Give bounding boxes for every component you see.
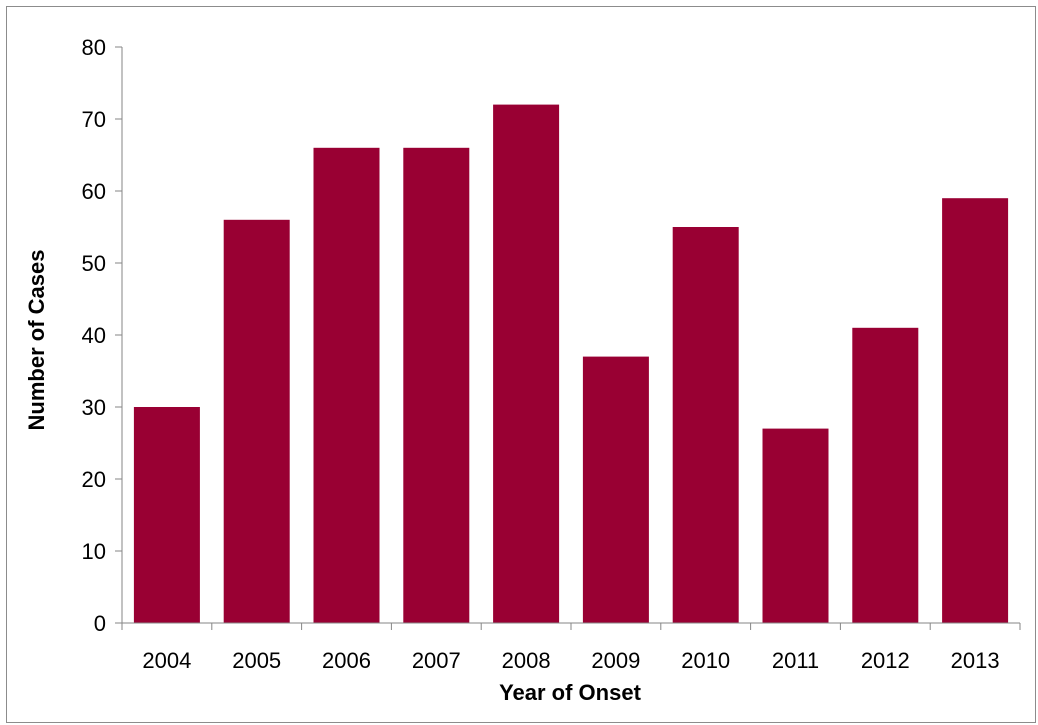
- axes-group: [115, 46, 1021, 630]
- y-tick-label-50: 50: [82, 251, 106, 276]
- x-tick-label-2008: 2008: [502, 648, 551, 673]
- x-tick-label-2010: 2010: [681, 648, 730, 673]
- y-tick-label-60: 60: [82, 179, 106, 204]
- bar-2005: [223, 219, 290, 624]
- x-tick-label-2004: 2004: [142, 648, 191, 673]
- y-tick-label-30: 30: [82, 395, 106, 420]
- x-tick-label-2006: 2006: [322, 648, 371, 673]
- bar-2004: [133, 407, 200, 623]
- bars-group: [133, 104, 1009, 624]
- bar-2013: [942, 198, 1009, 623]
- bar-2007: [403, 147, 470, 624]
- x-tick-label-2012: 2012: [861, 648, 910, 673]
- x-tick-labels: 2004 2005 2006 2007 2008 2009 2010 2011 2012 2013: [142, 648, 999, 673]
- y-tick-label-10: 10: [82, 539, 106, 564]
- x-tick-label-2009: 2009: [591, 648, 640, 673]
- bar-2006: [313, 147, 380, 624]
- bar-2008: [493, 104, 560, 624]
- y-tick-labels: 0 10 20 30 40 50 60 70 80: [82, 35, 106, 636]
- bar-2010: [672, 227, 739, 623]
- y-tick-label-20: 20: [82, 467, 106, 492]
- y-tick-label-0: 0: [94, 611, 106, 636]
- y-tick-label-70: 70: [82, 107, 106, 132]
- bar-2009: [582, 356, 649, 623]
- y-tick-label-40: 40: [82, 323, 106, 348]
- x-tick-label-2013: 2013: [951, 648, 1000, 673]
- x-axis-title: Year of Onset: [499, 680, 642, 705]
- x-tick-label-2007: 2007: [412, 648, 461, 673]
- y-tick-label-80: 80: [82, 35, 106, 60]
- bar-2011: [762, 428, 829, 623]
- y-axis-title: Number of Cases: [24, 250, 49, 431]
- bar-2012: [852, 327, 919, 623]
- x-tick-label-2005: 2005: [232, 648, 281, 673]
- x-tick-label-2011: 2011: [772, 648, 819, 673]
